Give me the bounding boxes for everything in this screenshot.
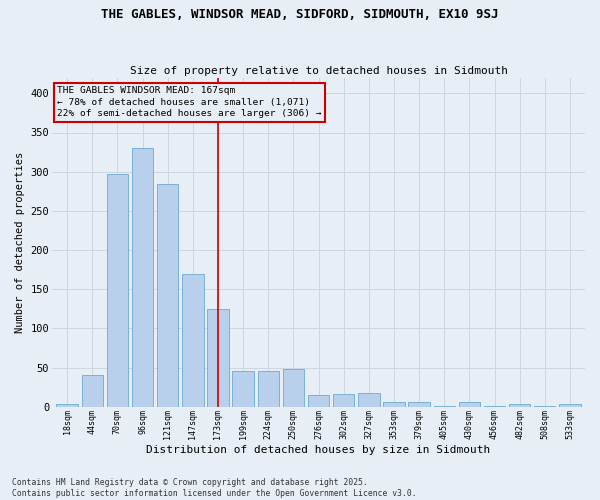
Bar [458, 402, 480, 406]
Bar [257, 370, 279, 406]
Bar [409, 402, 430, 406]
Bar [132, 148, 153, 406]
X-axis label: Distribution of detached houses by size in Sidmouth: Distribution of detached houses by size … [146, 445, 491, 455]
Text: THE GABLES, WINDSOR MEAD, SIDFORD, SIDMOUTH, EX10 9SJ: THE GABLES, WINDSOR MEAD, SIDFORD, SIDMO… [101, 8, 499, 20]
Title: Size of property relative to detached houses in Sidmouth: Size of property relative to detached ho… [130, 66, 508, 76]
Bar [283, 369, 304, 406]
Bar [107, 174, 128, 406]
Bar [56, 404, 78, 406]
Bar [82, 376, 103, 406]
Bar [208, 308, 229, 406]
Bar [509, 404, 530, 406]
Bar [182, 274, 203, 406]
Text: Contains HM Land Registry data © Crown copyright and database right 2025.
Contai: Contains HM Land Registry data © Crown c… [12, 478, 416, 498]
Bar [383, 402, 404, 406]
Y-axis label: Number of detached properties: Number of detached properties [15, 152, 25, 333]
Text: THE GABLES WINDSOR MEAD: 167sqm
← 78% of detached houses are smaller (1,071)
22%: THE GABLES WINDSOR MEAD: 167sqm ← 78% of… [58, 86, 322, 118]
Bar [308, 395, 329, 406]
Bar [157, 184, 178, 406]
Bar [232, 372, 254, 406]
Bar [358, 394, 380, 406]
Bar [559, 404, 581, 406]
Bar [333, 394, 355, 406]
